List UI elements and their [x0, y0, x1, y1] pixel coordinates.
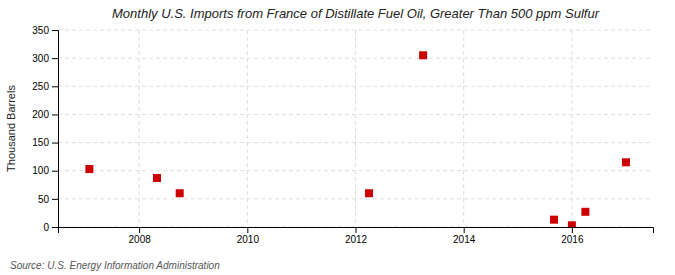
x-axis-tick-mark [247, 227, 248, 233]
y-axis-line [52, 31, 59, 228]
y-axis-tick: 200 [32, 109, 58, 120]
grid-line-y [58, 30, 653, 31]
grid-line-y [58, 170, 653, 171]
x-axis-tick: 2012 [345, 227, 368, 245]
chart: 2008 2010 2012 2014 2016 0 50 100 150 200 250 300 35… [0, 0, 675, 275]
point [568, 221, 576, 227]
y-axis-tick-mark [52, 86, 58, 87]
y-axis-tick: 0 [43, 222, 58, 233]
x-axis-tick-label: 2014 [453, 234, 476, 245]
y-axis-tick-label: 250 [32, 81, 49, 92]
x-axis-tick: 2014 [453, 227, 476, 245]
x-axis: 2008 2010 2012 2014 2016 [59, 227, 654, 245]
point [365, 189, 373, 197]
y-axis-tick-mark [52, 114, 58, 115]
x-axis-tick-label: 2016 [561, 234, 584, 245]
x-axis-tick-mark [356, 227, 357, 233]
point [622, 158, 630, 166]
y-axis-tick-mark [52, 199, 58, 200]
y-axis-tick: 350 [32, 25, 58, 36]
y-axis-tick: 300 [32, 53, 58, 64]
x-axis-line [59, 228, 654, 234]
point [176, 189, 184, 197]
y-axis-tick-label: 200 [32, 109, 49, 120]
y-axis-tick-mark [52, 58, 58, 59]
y-axis-tick-mark [52, 171, 58, 172]
x-axis-tick: 2010 [237, 227, 260, 245]
points [85, 51, 630, 227]
title: Monthly U.S. Imports from France of Dist… [112, 6, 600, 21]
point [85, 165, 93, 173]
y-axis-tick-label: 300 [32, 53, 49, 64]
grid-line-y [58, 114, 653, 115]
y-axis-tick-label: 150 [32, 137, 49, 148]
grid [58, 30, 653, 227]
point [419, 51, 427, 59]
y-axis-tick-label: 50 [38, 194, 50, 205]
source: Source: U.S. Energy Information Administ… [10, 260, 220, 271]
point [581, 208, 589, 216]
x-axis-tick-label: 2008 [129, 234, 152, 245]
y-axis-tick-label: 0 [43, 222, 49, 233]
grid-line-y [58, 58, 653, 59]
y-axis: 0 50 100 150 200 250 300 350 [32, 25, 58, 233]
x-axis-tick: 2008 [129, 227, 152, 245]
y-axis-tick-mark [52, 30, 58, 31]
x-axis-tick-mark [572, 227, 573, 233]
point [153, 174, 161, 182]
grid-line-x [571, 30, 572, 227]
x-axis-tick-mark [139, 227, 140, 233]
y-axis-tick: 50 [38, 194, 58, 205]
y-axis-tick-label: 350 [32, 25, 49, 36]
grid-line-y [58, 142, 653, 143]
y-axis-tick: 150 [32, 137, 58, 148]
y-axis-tick: 250 [32, 81, 58, 92]
grid-line-x [139, 30, 140, 227]
y-axis-tick-mark [52, 143, 58, 144]
grid-line-x [247, 30, 248, 227]
x-axis-tick: 2016 [561, 227, 584, 245]
grid-line-y [58, 198, 653, 199]
x-axis-tick-mark [464, 227, 465, 233]
plot-area: 2008 2010 2012 2014 2016 0 50 100 150 200 250 300 35… [32, 25, 653, 245]
x-axis-tick-label: 2012 [345, 234, 368, 245]
grid-line-x [355, 30, 356, 227]
y-axis-tick-label: 100 [32, 165, 49, 176]
x-axis-tick-label: 2010 [237, 234, 260, 245]
point [550, 216, 558, 224]
grid-line-x [463, 30, 464, 227]
grid-line-y [58, 86, 653, 87]
y-axis-tick: 100 [32, 165, 58, 176]
y-axis-label: Thousand Barrels [5, 85, 17, 172]
y-axis-tick-mark [52, 227, 58, 228]
